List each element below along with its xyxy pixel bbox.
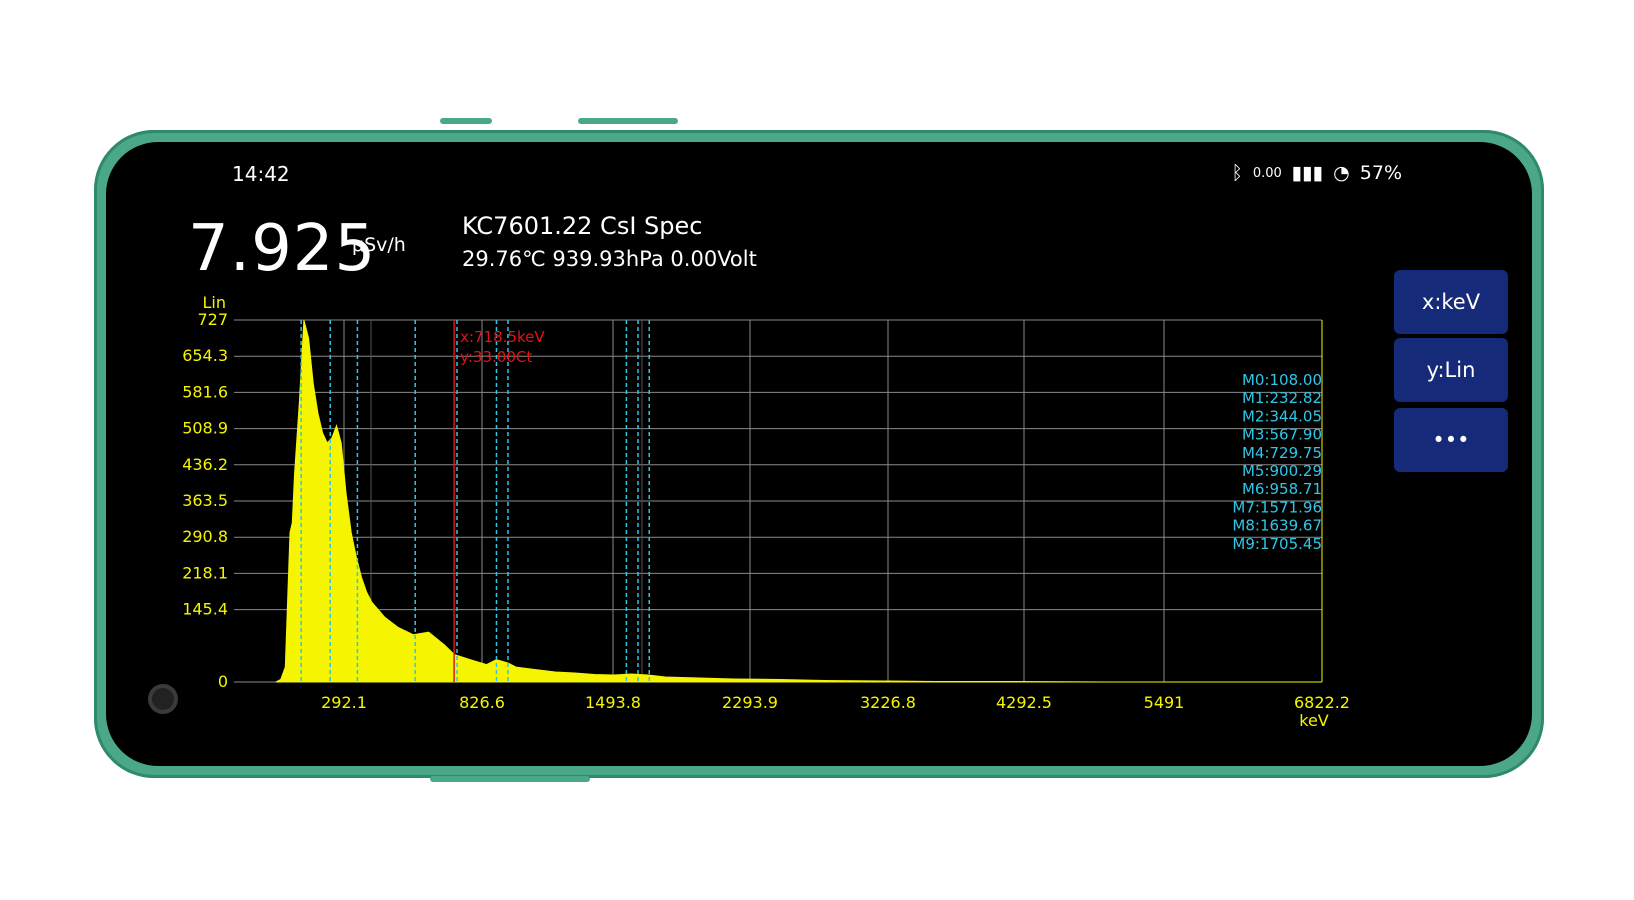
x-tick-label: 292.1 [321,693,367,712]
spectrum-chart[interactable]: 727654.3581.6508.9436.2363.5290.8218.114… [106,142,1532,766]
status-time: 14:42 [232,162,290,186]
x-tick-label: 4292.5 [996,693,1052,712]
y-tick-label: 363.5 [182,491,228,510]
x-unit-label: keV [1299,711,1329,730]
marker-label: M8:1639.67 [1232,517,1322,535]
y-tick-label: 145.4 [182,600,228,619]
marker-label: M1:232.82 [1242,389,1322,407]
y-tick-label: 0 [218,672,228,691]
battery-level: 57% [1359,162,1402,184]
marker-label: M7:1571.96 [1232,498,1322,516]
environment-readout: 29.76℃ 939.93hPa 0.00Volt [462,247,757,271]
marker-label: M9:1705.45 [1232,535,1322,553]
marker-label: M5:900.29 [1242,462,1322,480]
x-tick-label: 3226.8 [860,693,916,712]
x-axis-unit-button[interactable]: x:keV [1394,270,1508,334]
data-speed-icon: 0.00 [1252,165,1282,181]
device-name: KC7601.22 CsI Spec [462,212,703,240]
phone-side-button [578,118,678,124]
marker-label: M3:567.90 [1242,426,1322,444]
cursor-x-label: x:718.5keV [460,328,545,346]
y-axis-scale-button[interactable]: y:Lin [1394,338,1508,402]
marker-label: M6:958.71 [1242,480,1322,498]
signal-icon: ▮▮▮ [1291,162,1324,184]
x-tick-label: 5491 [1144,693,1185,712]
x-tick-label: 6822.2 [1294,693,1350,712]
dose-rate-value: 7.925 [188,212,377,286]
x-tick-label: 1493.8 [585,693,641,712]
marker-label: M2:344.05 [1242,407,1322,425]
phone-side-button [440,118,492,124]
spectrum-area [275,319,1322,683]
y-tick-label: 654.3 [182,346,228,365]
bluetooth-icon: ᛒ [1231,162,1243,184]
y-tick-label: 290.8 [182,527,228,546]
y-tick-label: 581.6 [182,382,228,401]
y-tick-label: 436.2 [182,455,228,474]
battery-icon: ◔ [1333,162,1350,184]
screen: 14:42 ᛒ 0.00 ▮▮▮ ◔ 57% 7.925 μSv/h KC760… [106,142,1532,766]
dose-rate-unit: μSv/h [352,234,406,256]
marker-label: M4:729.75 [1242,444,1322,462]
status-icons: ᛒ 0.00 ▮▮▮ ◔ 57% [1231,162,1402,184]
x-tick-label: 826.6 [459,693,505,712]
y-tick-label: 218.1 [182,563,228,582]
more-options-button[interactable]: ••• [1394,408,1508,472]
y-tick-label: 727 [197,310,228,329]
x-tick-label: 2293.9 [722,693,778,712]
y-tick-label: 508.9 [182,419,228,438]
marker-label: M0:108.00 [1242,371,1322,389]
phone-side-button [430,776,590,782]
cursor-y-label: y:33.00Ct [460,348,532,366]
y-scale-label: Lin [203,293,227,312]
front-camera [148,684,178,714]
